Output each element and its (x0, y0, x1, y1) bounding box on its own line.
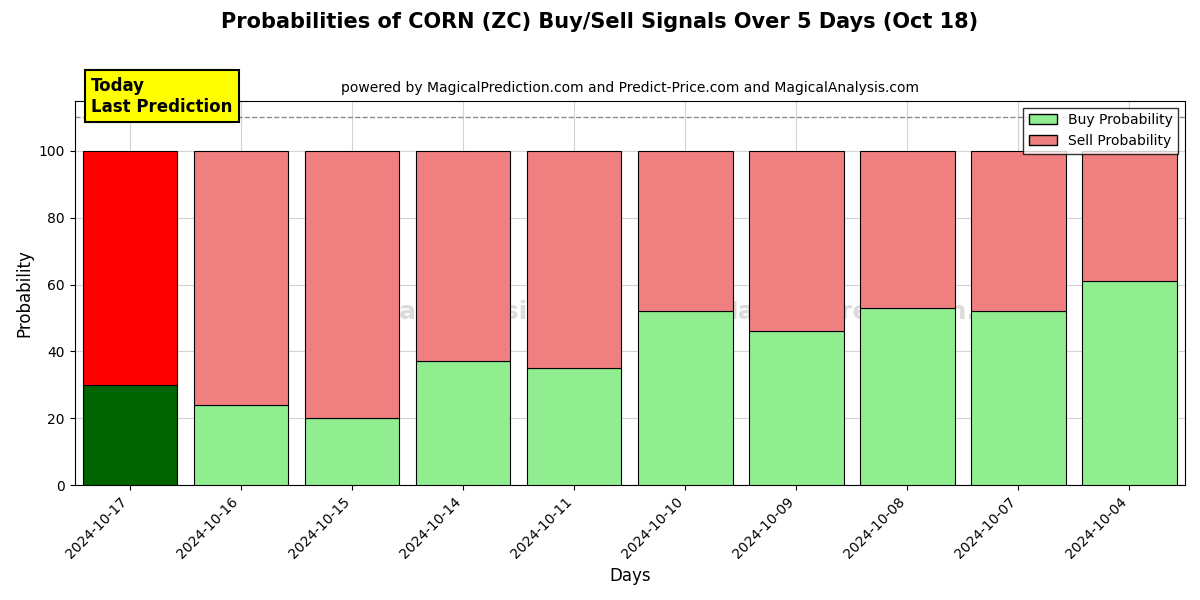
Bar (83, 151, 178, 385)
Text: Today
Last Prediction: Today Last Prediction (91, 77, 233, 116)
Legend: Buy Probability, Sell Probability: Buy Probability, Sell Probability (1024, 107, 1178, 154)
Bar (638, 311, 732, 485)
Bar (860, 308, 955, 485)
Bar (749, 151, 844, 331)
Bar (416, 361, 510, 485)
Title: powered by MagicalPrediction.com and Predict-Price.com and MagicalAnalysis.com: powered by MagicalPrediction.com and Pre… (341, 82, 919, 95)
Bar (305, 418, 400, 485)
Y-axis label: Probability: Probability (16, 249, 34, 337)
Bar (194, 151, 288, 405)
Bar (860, 151, 955, 308)
Bar (971, 311, 1066, 485)
Bar (638, 151, 732, 311)
Bar (527, 151, 622, 368)
Bar (1082, 151, 1177, 281)
Bar (83, 385, 178, 485)
Bar (416, 151, 510, 361)
Bar (749, 331, 844, 485)
Bar (527, 368, 622, 485)
X-axis label: Days: Days (610, 567, 650, 585)
Text: Probabilities of CORN (ZC) Buy/Sell Signals Over 5 Days (Oct 18): Probabilities of CORN (ZC) Buy/Sell Sign… (222, 12, 978, 32)
Bar (971, 151, 1066, 311)
Bar (1082, 281, 1177, 485)
Text: MagicalPrediction.com: MagicalPrediction.com (714, 300, 1034, 324)
Bar (305, 151, 400, 418)
Text: MagicalAnalysis.com: MagicalAnalysis.com (317, 300, 610, 324)
Bar (194, 405, 288, 485)
